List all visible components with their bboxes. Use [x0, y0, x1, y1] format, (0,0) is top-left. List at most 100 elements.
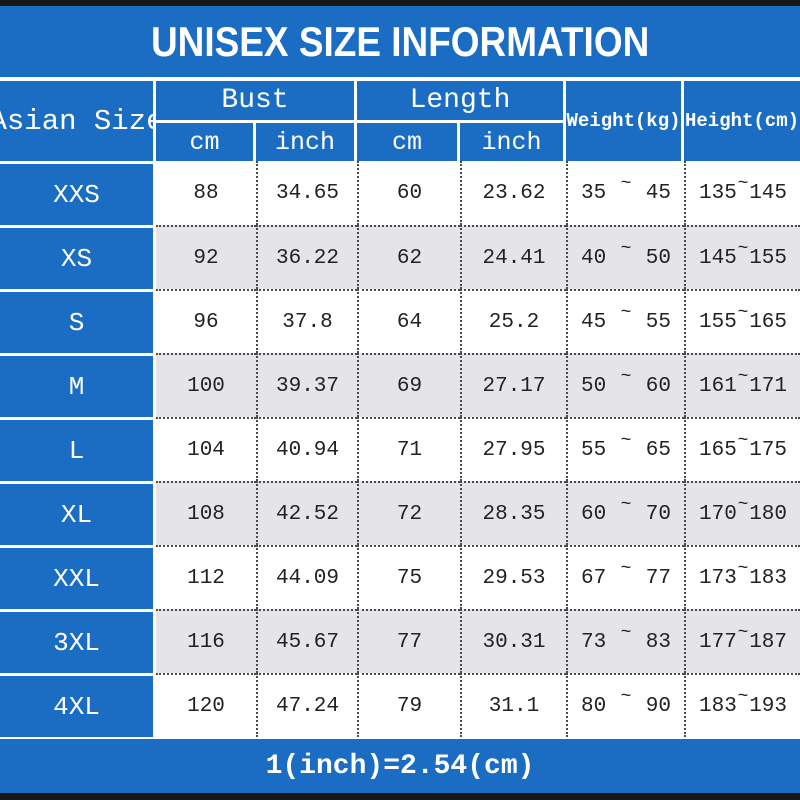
length-inch-cell: 30.31	[460, 609, 566, 673]
weight-range-cell: 35 ~45	[566, 161, 684, 225]
range-max: 180	[749, 502, 787, 526]
length-inch-cell: 27.17	[460, 353, 566, 417]
range-max: 155	[749, 246, 787, 270]
header-bust: Bust	[156, 81, 357, 123]
weight-range-cell: 50 ~60	[566, 353, 684, 417]
weight-range-cell: 73 ~83	[566, 609, 684, 673]
header-length: Length	[357, 81, 566, 123]
range-min: 161	[699, 374, 737, 398]
range-max: 187	[749, 630, 787, 654]
range-max: 77	[645, 566, 671, 590]
bust-inch-cell: 40.94	[256, 417, 357, 481]
bust-inch-cell: 42.52	[256, 481, 357, 545]
tilde: ~	[620, 239, 632, 259]
size-cell: XS	[0, 225, 156, 289]
weight-range-cell: 55 ~65	[566, 417, 684, 481]
range-max: 183	[749, 566, 787, 590]
length-cm-cell: 77	[357, 609, 460, 673]
subheader-length-cm: cm	[357, 123, 460, 161]
tilde: ~	[737, 687, 749, 707]
bust-inch-cell: 39.37	[256, 353, 357, 417]
weight-range-cell: 60 ~70	[566, 481, 684, 545]
range-min: 177	[699, 630, 737, 654]
length-inch-cell: 23.62	[460, 161, 566, 225]
size-table: Asian Size Bust Length Weight(kg) Height…	[0, 81, 800, 737]
range-min: 135	[699, 181, 737, 205]
range-max: 90	[645, 694, 671, 718]
bust-cm-cell: 116	[156, 609, 256, 673]
weight-range-cell: 40 ~50	[566, 225, 684, 289]
range-max: 55	[645, 310, 671, 334]
size-cell: XXS	[0, 161, 156, 225]
bust-inch-cell: 36.22	[256, 225, 357, 289]
height-range-cell: 173 ~183	[684, 545, 800, 609]
bust-cm-cell: 100	[156, 353, 256, 417]
length-cm-cell: 79	[357, 673, 460, 737]
range-max: 193	[749, 694, 787, 718]
range-max: 70	[645, 502, 671, 526]
conversion-note: 1(inch)=2.54(cm)	[265, 750, 535, 782]
height-range-cell: 135 ~145	[684, 161, 800, 225]
bust-cm-cell: 120	[156, 673, 256, 737]
range-max: 171	[749, 374, 787, 398]
range-min: 50	[581, 374, 607, 398]
bottom-bar	[0, 793, 800, 800]
bust-inch-cell: 37.8	[256, 289, 357, 353]
range-min: 183	[699, 694, 737, 718]
length-cm-cell: 69	[357, 353, 460, 417]
height-range-cell: 177 ~187	[684, 609, 800, 673]
tilde: ~	[620, 559, 632, 579]
range-max: 165	[749, 310, 787, 334]
height-range-cell: 161 ~171	[684, 353, 800, 417]
header-weight: Weight(kg)	[566, 81, 684, 161]
tilde: ~	[737, 367, 749, 387]
range-min: 80	[581, 694, 607, 718]
bust-inch-cell: 45.67	[256, 609, 357, 673]
tilde: ~	[737, 623, 749, 643]
weight-range-cell: 80 ~90	[566, 673, 684, 737]
header-height: Height(cm)	[684, 81, 800, 161]
size-cell: M	[0, 353, 156, 417]
height-range-cell: 165 ~175	[684, 417, 800, 481]
header-asian-size: Asian Size	[0, 81, 156, 161]
bust-cm-cell: 108	[156, 481, 256, 545]
tilde: ~	[737, 559, 749, 579]
size-cell: 4XL	[0, 673, 156, 737]
range-max: 50	[645, 246, 671, 270]
bust-inch-cell: 47.24	[256, 673, 357, 737]
range-min: 67	[581, 566, 607, 590]
size-cell: XL	[0, 481, 156, 545]
range-min: 145	[699, 246, 737, 270]
size-cell: 3XL	[0, 609, 156, 673]
tilde: ~	[620, 431, 632, 451]
range-max: 65	[645, 438, 671, 462]
bust-cm-cell: 112	[156, 545, 256, 609]
range-min: 40	[581, 246, 607, 270]
range-min: 173	[699, 566, 737, 590]
tilde: ~	[620, 687, 632, 707]
length-inch-cell: 29.53	[460, 545, 566, 609]
page-title: UNISEX SIZE INFORMATION	[150, 17, 650, 65]
weight-range-cell: 67 ~77	[566, 545, 684, 609]
length-cm-cell: 62	[357, 225, 460, 289]
tilde: ~	[737, 303, 749, 323]
length-inch-cell: 28.35	[460, 481, 566, 545]
length-inch-cell: 27.95	[460, 417, 566, 481]
range-min: 55	[581, 438, 607, 462]
range-min: 60	[581, 502, 607, 526]
range-max: 145	[749, 181, 787, 205]
range-max: 60	[645, 374, 671, 398]
range-min: 35	[581, 181, 607, 205]
height-range-cell: 170 ~180	[684, 481, 800, 545]
length-inch-cell: 25.2	[460, 289, 566, 353]
title-band: UNISEX SIZE INFORMATION	[0, 6, 800, 77]
length-inch-cell: 31.1	[460, 673, 566, 737]
tilde: ~	[737, 174, 749, 194]
range-min: 170	[699, 502, 737, 526]
weight-range-cell: 45 ~55	[566, 289, 684, 353]
range-min: 45	[581, 310, 607, 334]
length-inch-cell: 24.41	[460, 225, 566, 289]
subheader-length-inch: inch	[460, 123, 566, 161]
height-range-cell: 183 ~193	[684, 673, 800, 737]
